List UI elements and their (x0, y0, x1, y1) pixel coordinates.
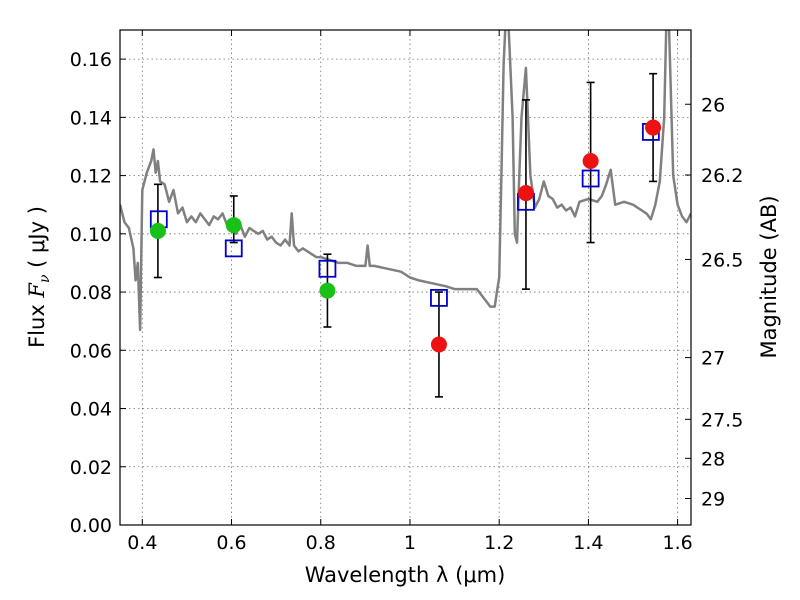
plot-area (120, 30, 691, 398)
y-tick-label: 0.08 (70, 282, 112, 304)
model-square (430, 288, 448, 307)
x-tick-label: 0.4 (127, 532, 157, 554)
y2-tick-label: 27 (701, 348, 725, 370)
data-point (430, 336, 447, 353)
y2-axis: 26 26.2 26.5 27 27.5 28 29 (685, 94, 743, 511)
y2-tick-label: 26.5 (701, 249, 743, 271)
data-point (225, 217, 242, 234)
x-tick-label: 1.2 (484, 532, 514, 554)
y-tick-label: 0.10 (70, 224, 112, 246)
data-point (319, 282, 336, 299)
y-tick-label: 0.16 (70, 49, 112, 71)
y-tick-label: 0.02 (70, 457, 112, 479)
spectrum-line (120, 30, 691, 332)
x-axis-label: Wavelength λ (μm) (305, 563, 506, 587)
y-axis-label-suffix: ( μJy ) (25, 206, 49, 274)
y2-axis-label: Magnitude (AB) (757, 195, 781, 358)
y-axis-label-subscript: ν (37, 274, 53, 283)
x-tick-label: 0.8 (306, 532, 336, 554)
x-tick-label: 1 (404, 532, 416, 554)
y2-tick-label: 28 (701, 448, 725, 470)
y-tick-label: 0.14 (70, 107, 112, 129)
data-point (582, 153, 599, 170)
grid (120, 30, 691, 526)
data-point (517, 185, 534, 202)
y-tick-label: 0.04 (70, 399, 112, 421)
y2-tick-label: 26 (701, 94, 725, 116)
y-tick-label: 0.06 (70, 340, 112, 362)
x-tick-label: 0.6 (216, 532, 246, 554)
y-axis-label-prefix: Flux (25, 298, 49, 348)
y-axis-label-symbol: F (25, 282, 49, 299)
y-tick-label: 0.00 (70, 515, 112, 537)
y2-tick-label: 26.2 (701, 165, 743, 187)
x-tick-label: 1.6 (663, 532, 693, 554)
y-axis: 0.00 0.02 0.04 0.06 0.08 0.10 0.12 0.14 0.16 (70, 49, 126, 537)
x-axis: 0.4 0.6 0.8 1 1.2 1.4 1.6 (127, 30, 693, 554)
data-point (149, 222, 166, 239)
model-squares (149, 123, 660, 307)
x-tick-label: 1.4 (573, 532, 603, 554)
y-tick-label: 0.12 (70, 166, 112, 188)
model-square (318, 259, 337, 278)
y2-tick-label: 27.5 (701, 409, 743, 431)
template-spectrum (120, 30, 691, 332)
observed-points (149, 119, 662, 353)
model-square (581, 169, 600, 188)
model-square (224, 239, 243, 258)
y2-tick-label: 29 (701, 489, 725, 511)
error-bars (153, 72, 658, 398)
data-point (645, 119, 662, 136)
plot-frame (119, 29, 692, 526)
y-axis-label: Flux Fν ( μJy ) (25, 206, 53, 348)
